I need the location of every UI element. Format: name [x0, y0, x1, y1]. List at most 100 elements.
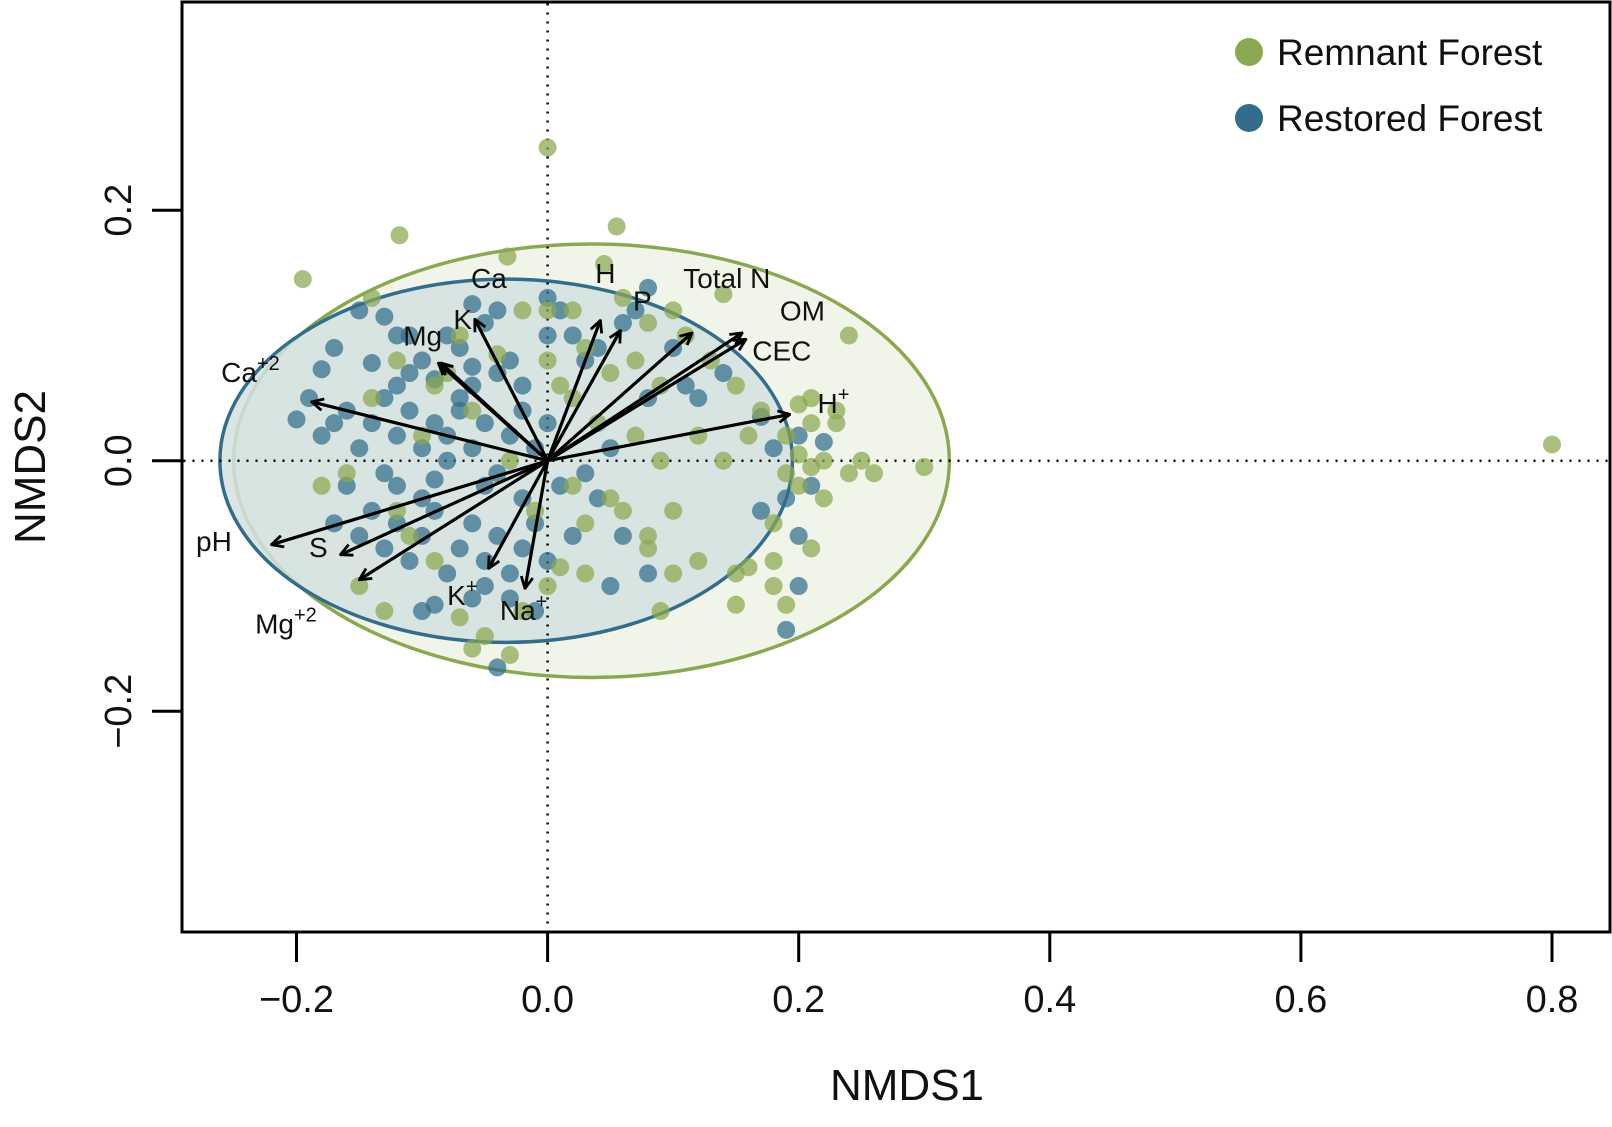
restored-forest-point — [538, 326, 557, 345]
x-axis: −0.2 0.0 0.2 0.4 0.6 0.8 — [259, 932, 1578, 1021]
restored-forest-point — [613, 526, 632, 545]
restored-forest-point — [588, 489, 607, 508]
remnant-forest-point — [714, 451, 733, 470]
restored-forest-point — [551, 476, 570, 495]
remnant-forest-point — [827, 401, 846, 420]
vector-label-h: H — [595, 258, 615, 289]
restored-forest-point — [789, 426, 808, 445]
restored-forest-point — [387, 326, 406, 345]
vector-h- — [547, 414, 790, 463]
remnant-forest-point — [601, 489, 620, 508]
remnant-forest-point — [789, 476, 808, 495]
remnant-forest-point — [789, 445, 808, 464]
restored-forest-point — [312, 426, 331, 445]
remnant-forest-point — [425, 376, 444, 395]
restored-forest-point — [538, 288, 557, 307]
remnant-forest-point — [425, 551, 444, 570]
vector-ca — [475, 319, 550, 462]
remnant-forest-point — [500, 451, 519, 470]
reference-lines — [183, 3, 1609, 931]
restored-forest-point — [488, 301, 507, 320]
restored-forest-point — [450, 539, 469, 558]
restored-forest-point — [425, 414, 444, 433]
restored-forest-point — [777, 620, 796, 639]
y-tick-label: 0.2 — [98, 184, 140, 237]
remnant-forest-point — [639, 313, 658, 332]
restored-forest-point — [475, 577, 494, 596]
vector-label-k-: K+ — [447, 576, 477, 611]
restored-forest-point — [450, 338, 469, 357]
remnant-forest-point — [513, 602, 532, 621]
remnant-forest-point — [802, 539, 821, 558]
remnant-forest-point — [764, 577, 783, 596]
restored-forest-point — [752, 501, 771, 520]
remnant-forest-point — [689, 551, 708, 570]
restored-forest-point — [287, 410, 306, 429]
vector-label-mg: Mg — [403, 320, 442, 351]
restored-forest-point — [400, 326, 419, 345]
restored-forest-point — [375, 464, 394, 483]
remnant-forest-point — [814, 489, 833, 508]
vector-cec — [546, 339, 746, 463]
vector-s — [340, 459, 549, 555]
restored-forest-point — [325, 338, 344, 357]
remnant-forest-point — [538, 577, 557, 596]
vector-label-na-: Na+ — [500, 591, 547, 626]
remnant-forest-point — [764, 551, 783, 570]
remnant-forest-point — [387, 351, 406, 370]
remnant-forest-point — [463, 401, 482, 420]
remnant-forest-point — [595, 255, 614, 274]
restored-forest-point — [312, 360, 331, 379]
restored-forest-point — [689, 389, 708, 408]
vector-label-h-: H+ — [818, 384, 850, 419]
remnant-forest-point — [576, 564, 595, 583]
remnant-forest-point — [538, 301, 557, 320]
restored-forest-point — [551, 301, 570, 320]
remnant-forest-point — [827, 414, 846, 433]
restored-forest-point — [613, 313, 632, 332]
vector-k- — [489, 459, 550, 569]
remnant-forest-point — [607, 217, 626, 236]
vector-label-k: K — [453, 304, 472, 335]
restored-forest-point — [463, 357, 482, 376]
remnant-forest-point — [651, 451, 670, 470]
legend: Remnant Forest Restored Forest — [1235, 32, 1543, 139]
restored-forest-point — [563, 326, 582, 345]
remnant-forest-point — [739, 426, 758, 445]
x-tick-label: 0.6 — [1274, 979, 1327, 1021]
vectors-layer — [271, 319, 790, 588]
remnant-forest-point — [839, 464, 858, 483]
legend-label-remnant: Remnant Forest — [1277, 32, 1543, 73]
y-axis: −0.2 0.0 0.2 — [98, 184, 182, 749]
remnant-forest-point — [664, 501, 683, 520]
vector-h — [546, 320, 601, 462]
legend-label-restored: Restored Forest — [1277, 98, 1543, 139]
restored-forest-point — [387, 426, 406, 445]
restored-forest-point — [639, 564, 658, 583]
y-tick-label: −0.2 — [98, 674, 140, 749]
restored-forest-point — [387, 376, 406, 395]
vector-na- — [525, 460, 550, 589]
remnant-forest-point — [498, 247, 517, 266]
restored-forest-point — [814, 432, 833, 451]
remnant-forest-point — [613, 501, 632, 520]
x-tick-label: 0.0 — [521, 979, 574, 1021]
restored-forest-point — [375, 539, 394, 558]
vector-label-cec: CEC — [752, 336, 811, 367]
restored-forest-point — [601, 577, 620, 596]
vector-label-ca: Ca — [471, 263, 507, 294]
remnant-forest-point — [312, 476, 331, 495]
remnant-forest-point — [714, 285, 733, 304]
restored-forest-point — [413, 351, 432, 370]
restored-forest-point — [488, 658, 507, 677]
remnant-forest-point — [400, 526, 419, 545]
restored-forest-point — [400, 401, 419, 420]
restored-forest-point — [500, 426, 519, 445]
remnant-forest-point — [293, 270, 312, 289]
restored-forest-point — [350, 526, 369, 545]
restored-forest-point — [475, 414, 494, 433]
restored-forest-point — [450, 401, 469, 420]
remnant-forest-point — [375, 602, 394, 621]
restored-forest-point — [350, 301, 369, 320]
remnant-forest-point — [500, 645, 519, 664]
